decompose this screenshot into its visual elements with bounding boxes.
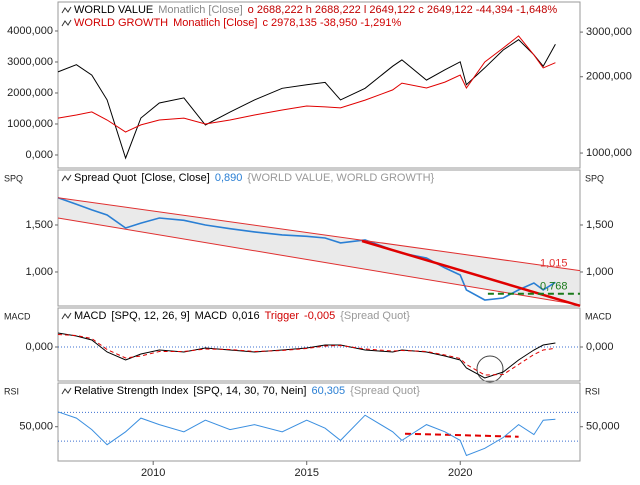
panel-frame [57, 382, 581, 462]
panel-frame [57, 1, 581, 169]
y-tick-label: 1,000 [25, 266, 53, 278]
legend-item: MACD [74, 310, 106, 322]
y-tick-label: 1,500 [25, 219, 53, 231]
legend-item: Spread Quot [74, 172, 136, 184]
legend: MACD [SPQ, 12, 26, 9] MACD 0,016 Trigger -0,0… [74, 310, 410, 322]
y-tick-label: 50,000 [19, 421, 53, 433]
legend: Relative Strength Index [SPQ, 14, 30, 70,… [74, 385, 420, 397]
legend-icon [61, 6, 72, 14]
axis-label: RSI [4, 386, 19, 396]
legend-item: [Close, Close] [141, 172, 209, 184]
legend: Spread Quot [Close, Close] 0,890 {WORLD VAL… [74, 172, 435, 184]
y2-tick-label: 2000,000 [586, 71, 632, 83]
axis-label: SPQ [4, 173, 23, 183]
legend-item: {Spread Quot} [350, 385, 420, 397]
axis-label: MACD [4, 311, 31, 321]
y-tick-label: 0,000 [25, 341, 53, 353]
panel-frame [57, 169, 581, 307]
channel-fill [58, 197, 580, 305]
panel-frame [57, 307, 581, 382]
legend-item: 0,890 [215, 172, 243, 184]
axis-label: SPQ [585, 173, 604, 183]
series-line [57, 39, 556, 160]
legend-item: {Spread Quot} [340, 310, 410, 322]
legend: WORLD GROWTH Monatlich [Close] c 2978,135 … [74, 17, 402, 29]
y-tick-label: 0,000 [25, 149, 53, 161]
legend-item: Monatlich [Close] [158, 4, 242, 16]
x-tick-label: 2015 [294, 467, 318, 479]
legend-icon [61, 19, 72, 27]
series-line [57, 196, 556, 301]
axis-label: MACD [585, 311, 612, 321]
series-line [57, 411, 556, 457]
legend-item: [SPQ, 12, 26, 9] [111, 310, 189, 322]
legend-item: Monatlich [Close] [173, 17, 257, 29]
y2-tick-label: 1000,000 [586, 147, 632, 159]
legend-item: {WORLD VALUE, WORLD GROWTH} [247, 172, 434, 184]
legend-item: WORLD VALUE [74, 4, 153, 16]
legend-item: 0,016 [232, 310, 260, 322]
legend-item: o 2688,222 h 2688,222 l 2649,122 c 2649,… [248, 4, 558, 16]
trend-line [57, 197, 581, 272]
y2-tick-label: 3000,000 [586, 26, 632, 38]
y2-tick-label: 0,000 [586, 341, 614, 353]
legend-item: Trigger [265, 310, 300, 322]
legend-item: MACD [195, 310, 227, 322]
y-tick-label: 1000,000 [7, 118, 53, 130]
y2-tick-label: 50,000 [586, 421, 620, 433]
trend-line [361, 239, 581, 307]
y-tick-label: 3000,000 [7, 56, 53, 68]
legend-item: WORLD GROWTH [74, 17, 168, 29]
trend-line [404, 432, 519, 438]
series-line [57, 334, 556, 376]
y2-tick-label: 1,000 [586, 266, 614, 278]
axis-label: RSI [585, 386, 600, 396]
highlight-circle [476, 355, 504, 383]
series-line [57, 35, 556, 133]
trend-value-label: 0,768 [540, 281, 568, 293]
y-tick-label: 2000,000 [7, 87, 53, 99]
legend-item: Relative Strength Index [74, 385, 189, 397]
legend-item: 60,305 [311, 385, 345, 397]
trend-value-label: 1,015 [540, 257, 568, 269]
x-tick-label: 2020 [448, 467, 472, 479]
y2-tick-label: 1,500 [586, 219, 614, 231]
legend-icon [61, 387, 72, 395]
legend-icon [61, 312, 72, 320]
y-tick-label: 4000,000 [7, 25, 53, 37]
legend-item: [SPQ, 14, 30, 70, Nein] [193, 385, 306, 397]
legend-icon [61, 174, 72, 182]
legend: WORLD VALUE Monatlich [Close] o 2688,222 h… [74, 4, 557, 16]
legend-item: c 2978,135 -38,950 -1,291% [262, 17, 401, 29]
x-tick-label: 2010 [141, 467, 165, 479]
trend-line [57, 217, 581, 306]
legend-item: -0,005 [304, 310, 335, 322]
